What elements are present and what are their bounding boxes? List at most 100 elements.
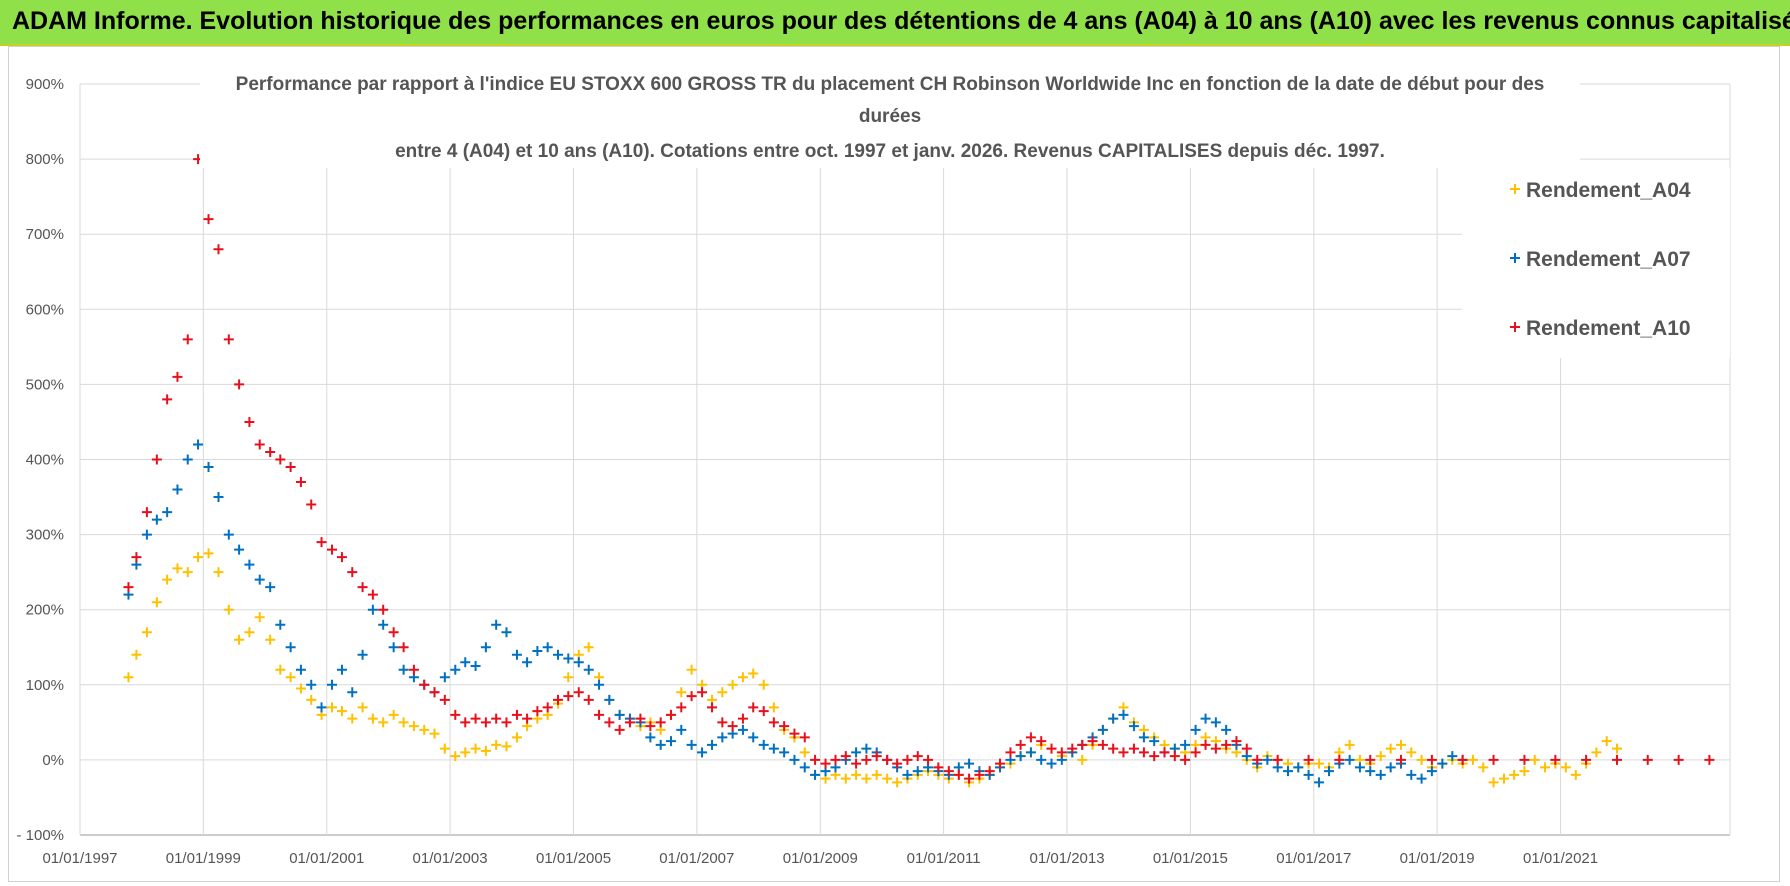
data-point <box>594 709 605 720</box>
data-point <box>141 529 152 540</box>
data-point <box>851 758 862 769</box>
data-point <box>501 741 512 752</box>
data-point <box>882 754 893 765</box>
data-point <box>1570 769 1581 780</box>
data-point <box>460 657 471 668</box>
y-tick-label: 0% <box>42 752 64 769</box>
data-point <box>1375 769 1386 780</box>
data-point <box>306 679 317 690</box>
data-point <box>573 657 584 668</box>
data-point <box>676 724 687 735</box>
data-point <box>357 649 368 660</box>
data-point <box>984 766 995 777</box>
data-point <box>213 244 224 255</box>
data-point <box>511 649 522 660</box>
data-point <box>799 732 810 743</box>
data-point <box>203 548 214 559</box>
data-point <box>892 758 903 769</box>
data-point <box>1416 773 1427 784</box>
data-point <box>604 694 615 705</box>
data-point <box>1324 766 1335 777</box>
data-point <box>583 694 594 705</box>
data-point <box>1221 724 1232 735</box>
data-point <box>1036 736 1047 747</box>
data-point <box>141 507 152 518</box>
data-point <box>552 694 563 705</box>
data-point <box>768 743 779 754</box>
data-point <box>1046 743 1057 754</box>
data-point <box>398 717 409 728</box>
data-point <box>1210 717 1221 728</box>
data-point <box>810 769 821 780</box>
data-point <box>1149 751 1160 762</box>
data-point <box>306 694 317 705</box>
data-point <box>265 582 276 593</box>
data-point <box>367 713 378 724</box>
data-point <box>203 462 214 473</box>
data-point <box>1169 751 1180 762</box>
data-point <box>1426 754 1437 765</box>
data-point <box>820 758 831 769</box>
data-point <box>213 492 224 503</box>
series-Rendement_A07 <box>123 439 1468 788</box>
data-point <box>1108 713 1119 724</box>
data-point <box>1067 743 1078 754</box>
data-point <box>439 672 450 683</box>
data-point <box>1190 724 1201 735</box>
legend-marker <box>1510 322 1520 332</box>
data-point <box>758 739 769 750</box>
data-point <box>1385 743 1396 754</box>
data-point <box>902 754 913 765</box>
data-point <box>840 773 851 784</box>
data-point <box>707 702 718 713</box>
data-point <box>1529 754 1540 765</box>
data-point <box>193 439 204 450</box>
data-point <box>1128 743 1139 754</box>
data-point <box>1406 747 1417 758</box>
data-point <box>861 743 872 754</box>
data-point <box>1375 751 1386 762</box>
data-point <box>573 687 584 698</box>
data-point <box>1560 762 1571 773</box>
data-point <box>1478 762 1489 773</box>
data-point <box>182 334 193 345</box>
data-point <box>532 646 543 657</box>
data-point <box>1509 769 1520 780</box>
data-point <box>1056 747 1067 758</box>
data-point <box>697 747 708 758</box>
data-point <box>254 574 265 585</box>
data-point <box>285 462 296 473</box>
data-point <box>912 751 923 762</box>
data-point <box>327 544 338 555</box>
data-point <box>604 717 615 728</box>
data-point <box>378 717 389 728</box>
data-point <box>162 574 173 585</box>
data-point <box>1344 739 1355 750</box>
data-point <box>522 713 533 724</box>
data-point <box>779 747 790 758</box>
data-point <box>1210 743 1221 754</box>
data-point <box>1612 743 1622 754</box>
data-point <box>1365 766 1376 777</box>
data-point <box>123 582 134 593</box>
data-point <box>419 724 430 735</box>
data-point <box>1180 739 1191 750</box>
data-points <box>123 154 1715 788</box>
data-point <box>295 664 306 675</box>
data-point <box>470 661 481 672</box>
data-point <box>676 687 687 698</box>
data-point <box>141 627 152 638</box>
data-point <box>583 642 594 653</box>
y-tick-label: 200% <box>26 602 64 619</box>
data-point <box>388 627 399 638</box>
data-point <box>758 706 769 717</box>
chart-title-line-3: entre 4 (A04) et 10 ans (A10). Cotations… <box>395 141 1385 162</box>
data-point <box>1581 754 1592 765</box>
data-point <box>1077 754 1088 765</box>
data-point <box>799 747 810 758</box>
data-point <box>717 717 728 728</box>
data-point <box>1036 754 1047 765</box>
x-tick-label: 01/01/2003 <box>413 850 488 867</box>
data-point <box>1499 773 1510 784</box>
data-point <box>244 627 255 638</box>
